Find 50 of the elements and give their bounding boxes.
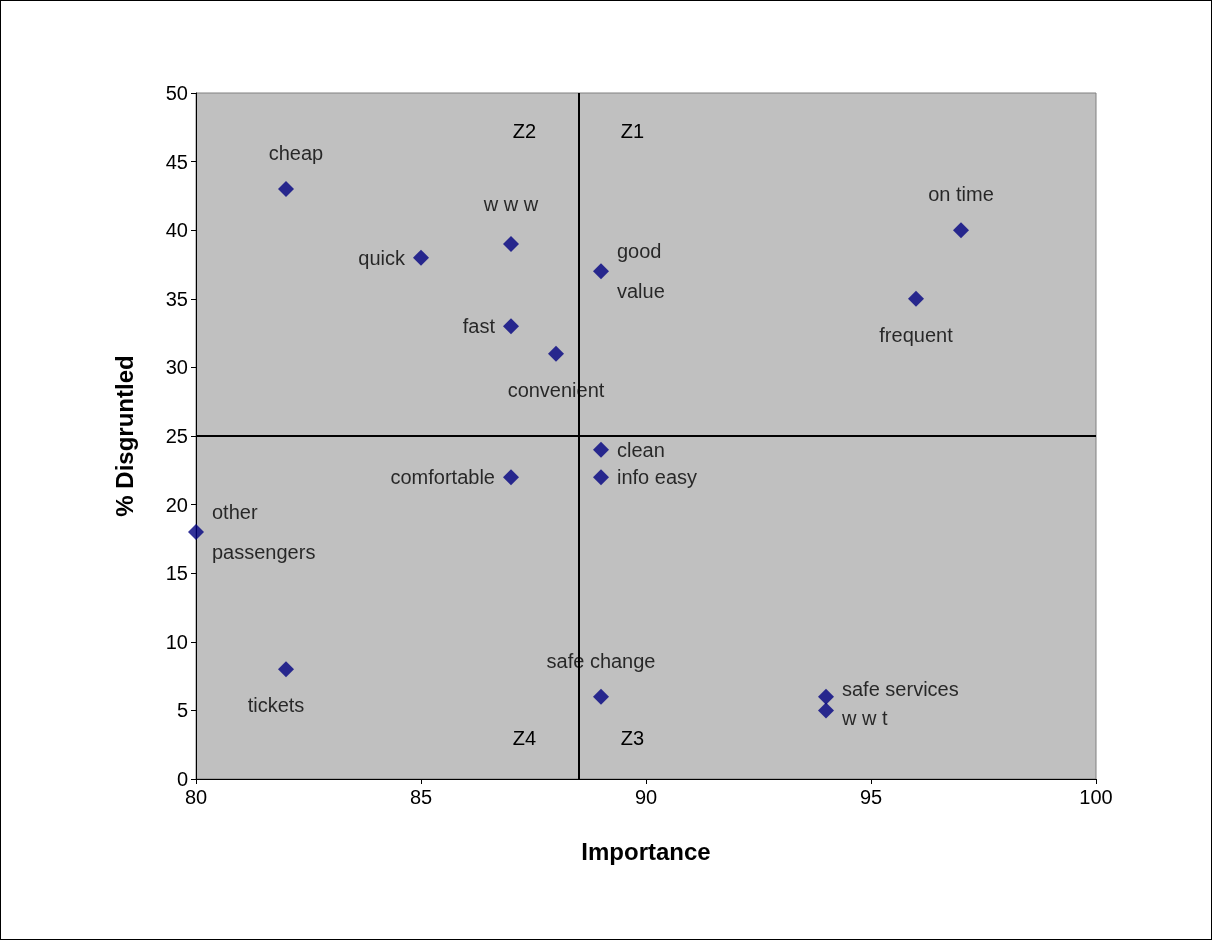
y-tick-label: 10 bbox=[165, 630, 188, 653]
y-tick-label: 50 bbox=[165, 82, 188, 104]
y-tick-label: 25 bbox=[165, 425, 188, 447]
point bbox=[593, 469, 609, 486]
x-tick-label: 90 bbox=[634, 786, 658, 808]
point bbox=[278, 181, 294, 198]
y-tick-label: 5 bbox=[176, 699, 188, 722]
data-label: on time bbox=[928, 183, 994, 206]
x-axis-title: Importance bbox=[581, 837, 711, 865]
y-tick-label: 30 bbox=[165, 356, 188, 379]
point bbox=[818, 688, 834, 705]
annotation: Z2 bbox=[512, 119, 537, 142]
point bbox=[593, 688, 609, 705]
data-label: good value bbox=[617, 240, 668, 303]
y-tick-label: 20 bbox=[165, 493, 188, 516]
data-label: info easy bbox=[617, 466, 698, 489]
data-label: clean bbox=[617, 438, 665, 461]
data-label: frequent bbox=[879, 323, 954, 346]
data-label: other passengers bbox=[212, 501, 316, 564]
point bbox=[593, 263, 609, 280]
point bbox=[818, 702, 834, 719]
x-tick-label: 95 bbox=[859, 786, 883, 808]
x-tick-label: 100 bbox=[1079, 786, 1113, 808]
y-tick-label: 15 bbox=[165, 562, 188, 585]
data-label: comfortable bbox=[390, 466, 495, 489]
x-tick-label: 85 bbox=[409, 786, 433, 808]
point bbox=[593, 441, 609, 458]
point bbox=[413, 249, 429, 266]
y-tick-label: 45 bbox=[165, 150, 188, 173]
y-tick-label: 35 bbox=[165, 287, 188, 310]
y-axis-title: % Disgruntled bbox=[110, 355, 138, 517]
data-label: w w t bbox=[841, 707, 888, 730]
annotation: Z1 bbox=[620, 119, 645, 142]
data-label: w w w bbox=[482, 192, 539, 215]
point bbox=[278, 661, 294, 678]
data-label: safe services bbox=[842, 677, 959, 700]
point bbox=[188, 524, 204, 541]
annotation: Z4 bbox=[512, 726, 537, 749]
annotation: Z3 bbox=[620, 726, 645, 749]
point bbox=[548, 345, 564, 362]
point bbox=[908, 290, 924, 307]
point bbox=[503, 318, 519, 335]
data-label: cheap bbox=[268, 142, 324, 165]
y-tick-label: 40 bbox=[165, 219, 188, 242]
point bbox=[953, 222, 969, 239]
data-label: fast bbox=[462, 315, 496, 338]
data-label: tickets bbox=[247, 694, 305, 717]
point bbox=[503, 235, 519, 252]
point bbox=[503, 469, 519, 486]
data-label: quick bbox=[358, 246, 406, 269]
